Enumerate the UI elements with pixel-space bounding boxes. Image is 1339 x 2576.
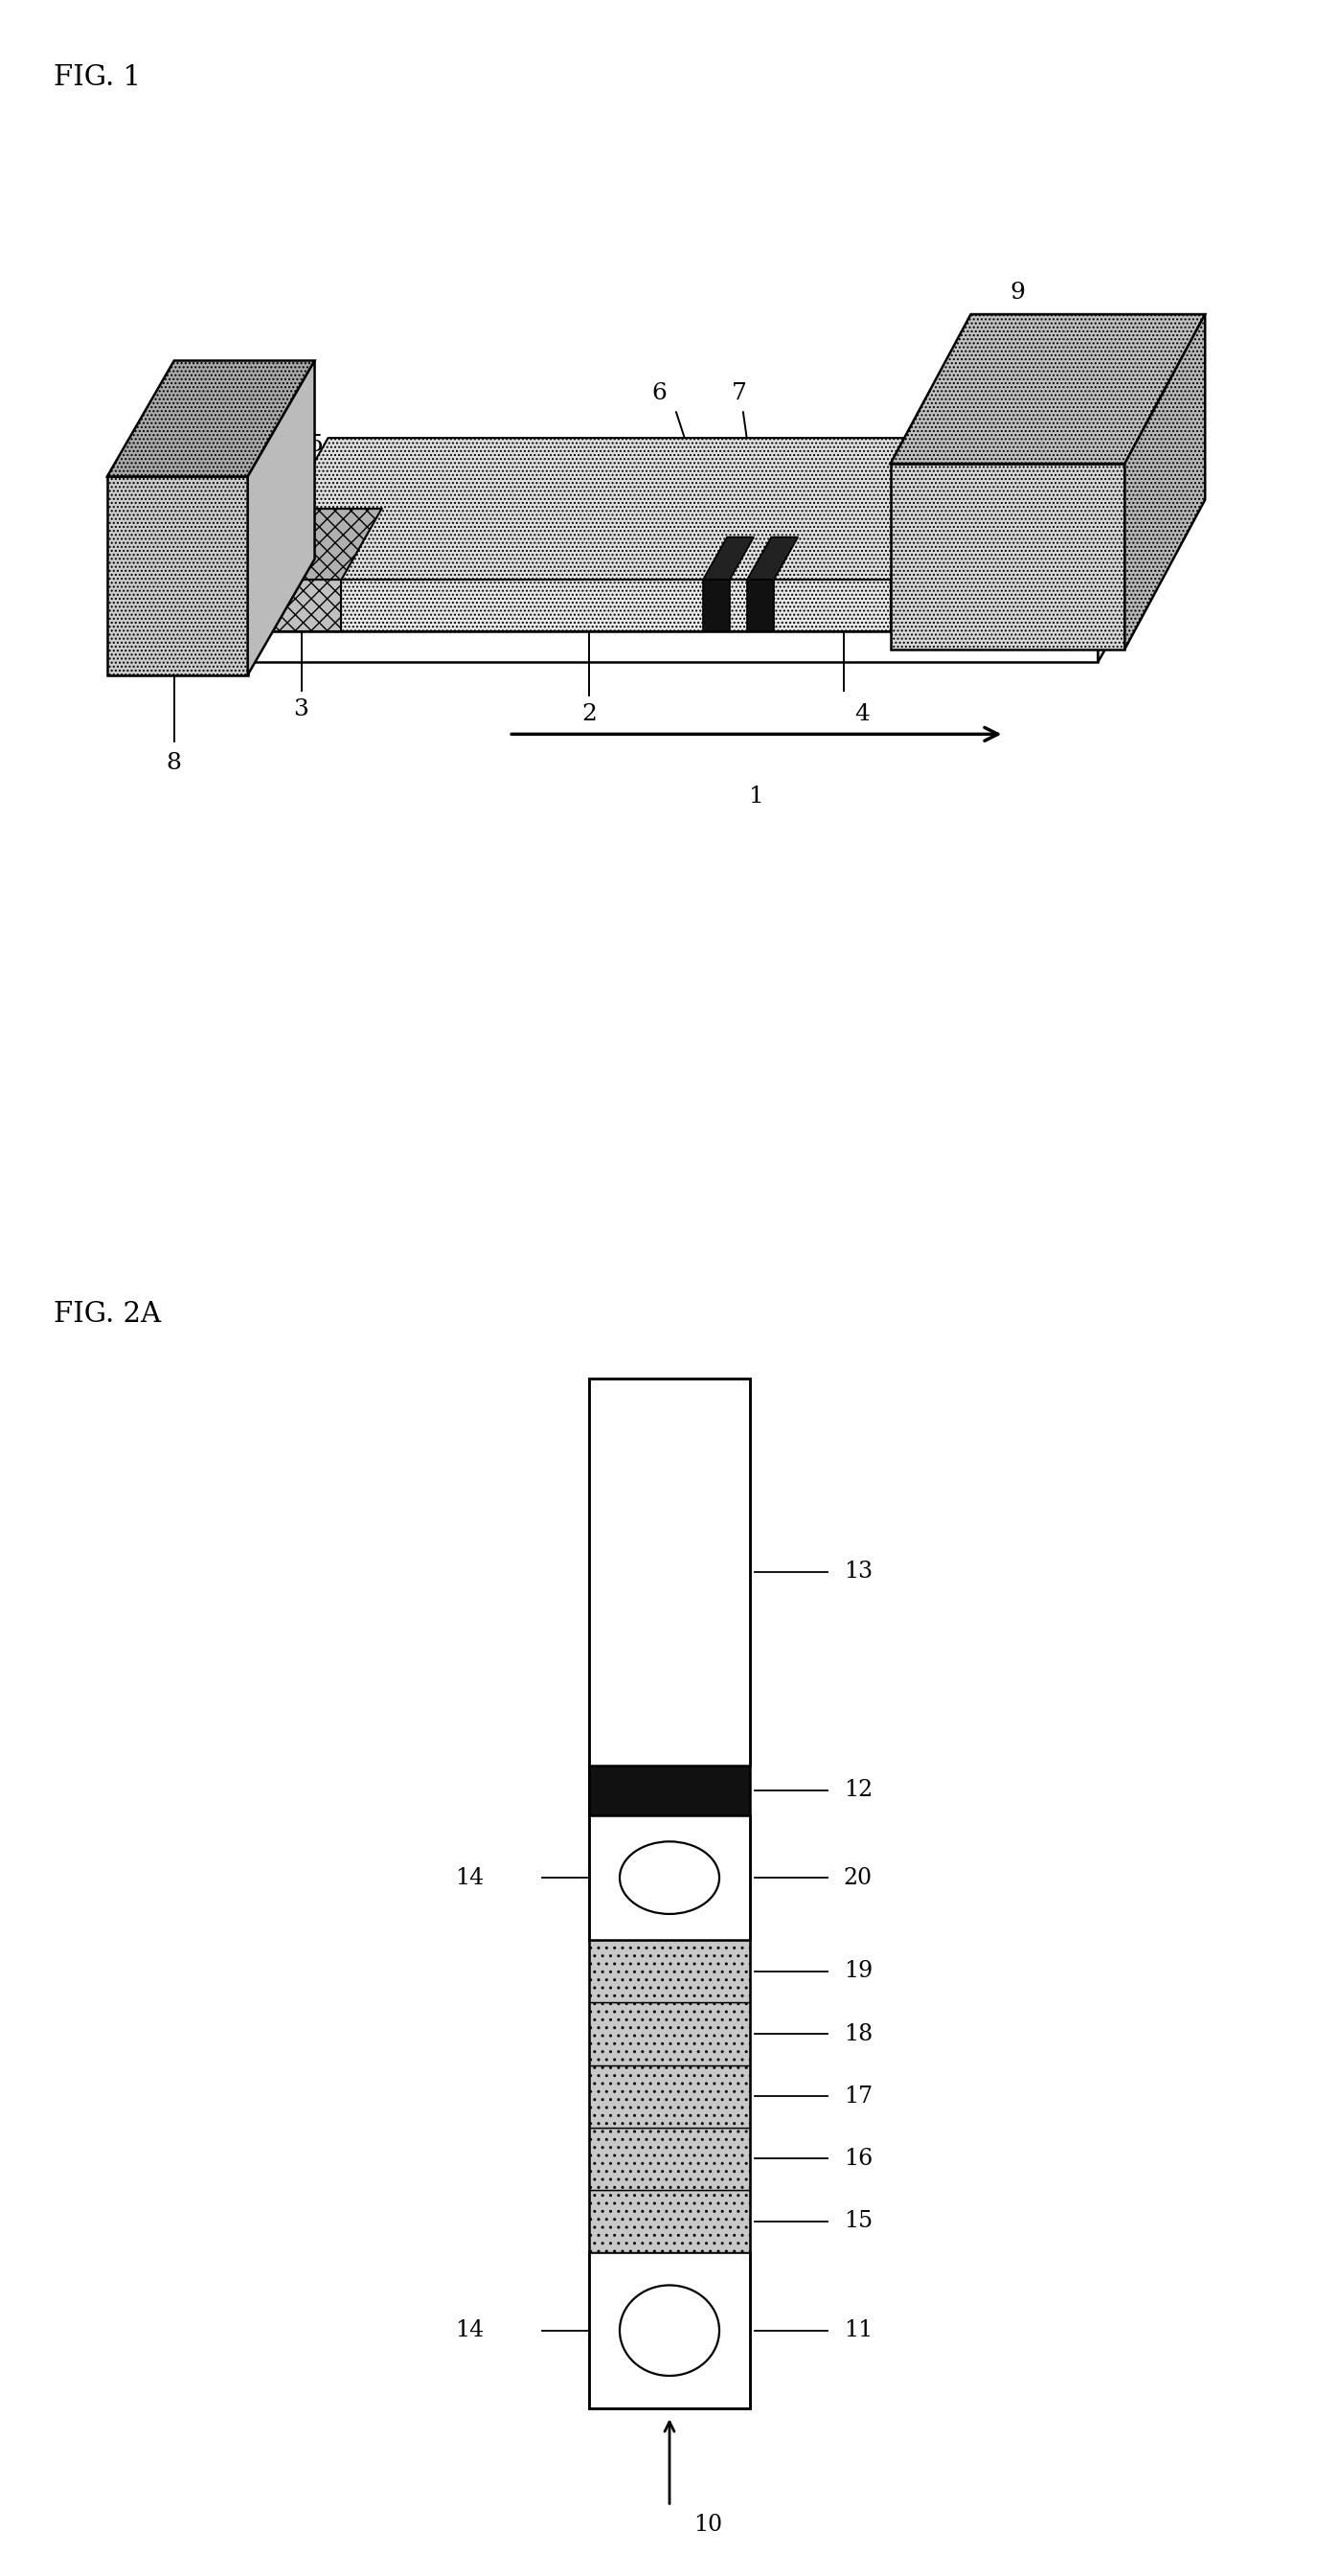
Text: 9: 9 bbox=[1010, 281, 1026, 304]
Polygon shape bbox=[134, 489, 1178, 631]
Polygon shape bbox=[1125, 314, 1205, 649]
Polygon shape bbox=[589, 2190, 750, 2251]
Ellipse shape bbox=[620, 2285, 719, 2375]
Text: 11: 11 bbox=[844, 2318, 873, 2342]
Polygon shape bbox=[248, 438, 971, 580]
Text: 7: 7 bbox=[731, 381, 747, 404]
Text: 18: 18 bbox=[844, 2022, 873, 2045]
Polygon shape bbox=[107, 477, 248, 675]
Text: 5: 5 bbox=[308, 433, 323, 456]
Text: 17: 17 bbox=[844, 2087, 873, 2107]
Text: 6: 6 bbox=[651, 381, 667, 404]
Text: FIG. 2A: FIG. 2A bbox=[54, 1301, 161, 1327]
Polygon shape bbox=[589, 1378, 750, 1765]
Polygon shape bbox=[1098, 489, 1178, 662]
Text: 14: 14 bbox=[455, 1868, 485, 1888]
Text: 12: 12 bbox=[844, 1780, 873, 1801]
Polygon shape bbox=[703, 538, 754, 580]
Polygon shape bbox=[589, 2128, 750, 2190]
Polygon shape bbox=[589, 2002, 750, 2066]
Polygon shape bbox=[589, 1765, 750, 1816]
Polygon shape bbox=[890, 314, 1205, 464]
Polygon shape bbox=[589, 1816, 750, 1940]
Text: 10: 10 bbox=[694, 2514, 723, 2537]
Text: 20: 20 bbox=[844, 1868, 873, 1888]
Polygon shape bbox=[248, 361, 315, 675]
Text: FIG. 1: FIG. 1 bbox=[54, 64, 141, 90]
Text: 19: 19 bbox=[844, 1960, 873, 1984]
Text: 16: 16 bbox=[844, 2148, 873, 2169]
Text: 4: 4 bbox=[854, 703, 869, 726]
Polygon shape bbox=[703, 580, 730, 631]
Polygon shape bbox=[589, 2251, 750, 2409]
Polygon shape bbox=[134, 631, 1098, 662]
Polygon shape bbox=[248, 580, 890, 631]
Text: 1: 1 bbox=[749, 786, 765, 809]
Polygon shape bbox=[248, 580, 341, 631]
Polygon shape bbox=[747, 580, 774, 631]
Text: 8: 8 bbox=[166, 752, 182, 775]
Ellipse shape bbox=[620, 1842, 719, 1914]
Polygon shape bbox=[248, 510, 382, 580]
Polygon shape bbox=[589, 2066, 750, 2128]
Text: 3: 3 bbox=[293, 698, 309, 721]
Polygon shape bbox=[589, 1940, 750, 2002]
Text: 14: 14 bbox=[455, 2318, 485, 2342]
Polygon shape bbox=[747, 538, 798, 580]
Text: 13: 13 bbox=[844, 1561, 873, 1582]
Text: 15: 15 bbox=[844, 2210, 873, 2233]
Text: 2: 2 bbox=[581, 703, 597, 726]
Polygon shape bbox=[107, 361, 315, 477]
Polygon shape bbox=[890, 464, 1125, 649]
